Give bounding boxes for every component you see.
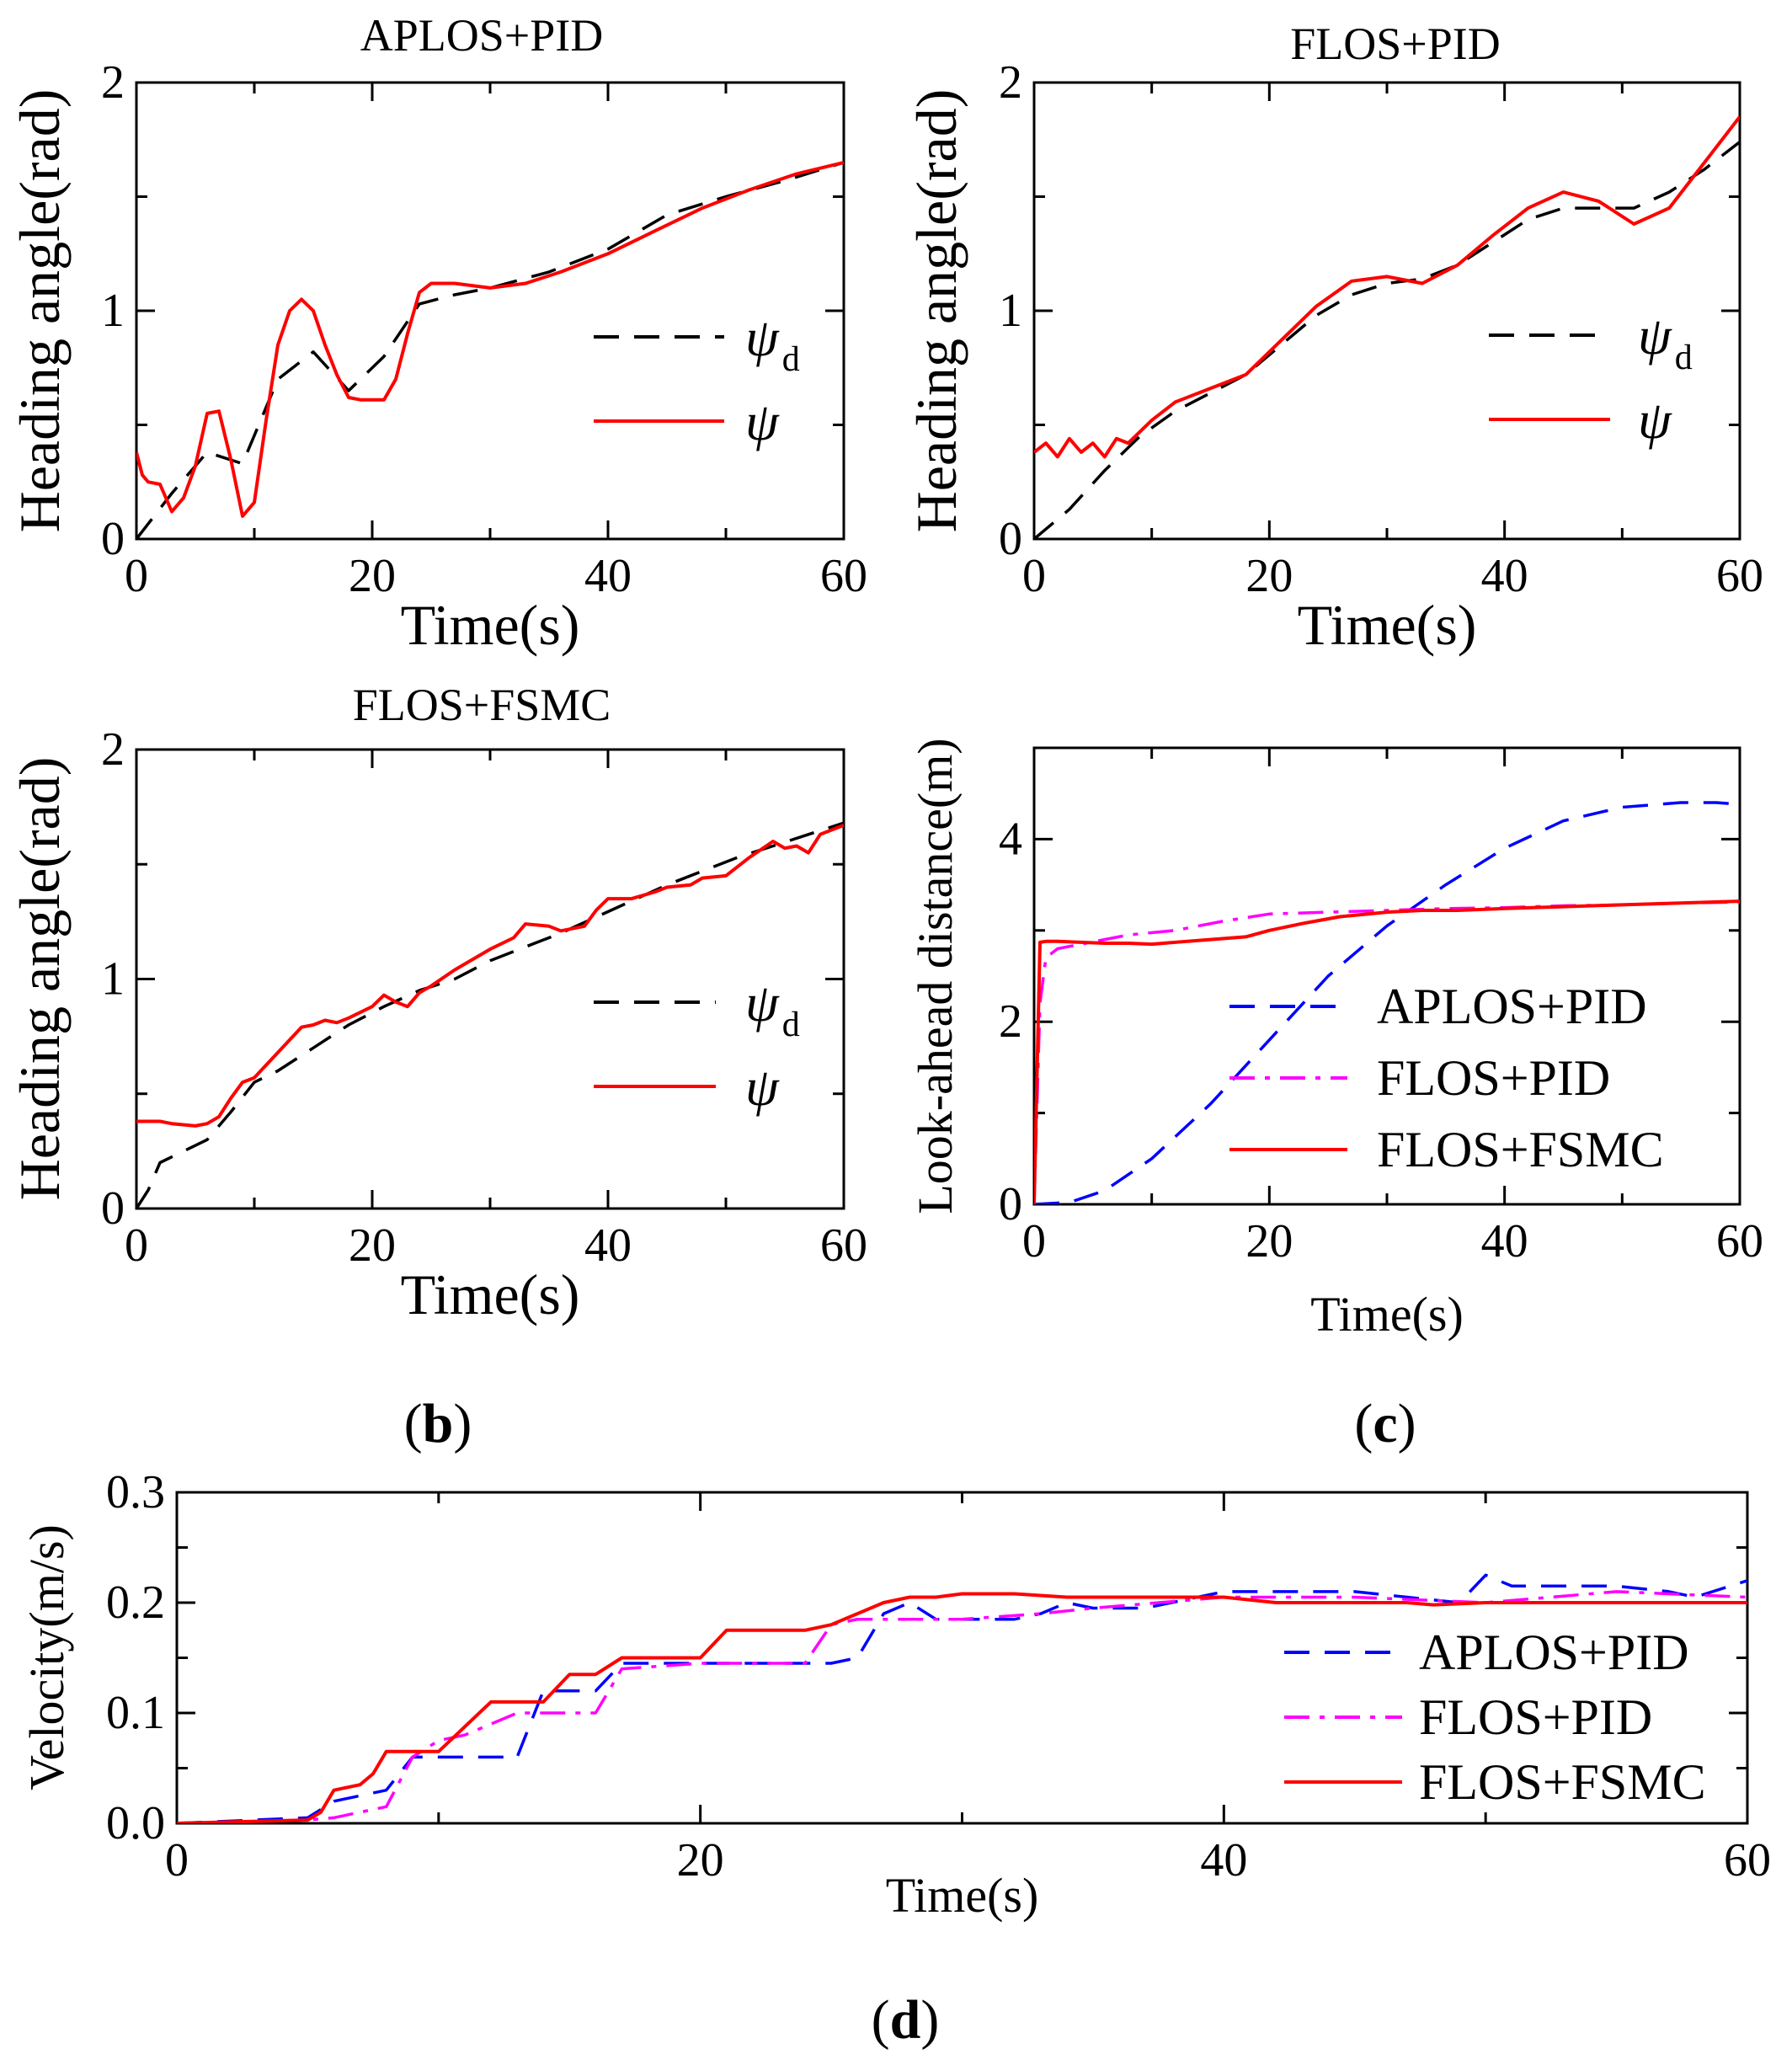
legend-label: ψ (1638, 390, 1672, 450)
series-line-flos-fsmc (1034, 899, 1740, 1204)
x-tick-label: 40 (1200, 1834, 1247, 1886)
chart-look-ahead-distance: 0 20 40 60 0 2 4 Time(s) Look-ahead distance(m) A… (908, 738, 1763, 1342)
y-tick-label: 1 (101, 953, 125, 1006)
y-tick-label: 0.3 (106, 1466, 165, 1518)
x-tick-label: 0 (125, 550, 148, 602)
x-axis-label: Time(s) (401, 1262, 580, 1326)
y-tick-label: 1 (101, 285, 125, 337)
sublabel-d-letter: d (890, 1989, 921, 2051)
legend-label: FLOS+FSMC (1377, 1122, 1664, 1177)
y-axis-label: Look-ahead distance(m) (908, 738, 963, 1214)
x-tick-label: 60 (820, 1219, 867, 1272)
x-tick-label: 20 (677, 1834, 724, 1886)
x-tick-label: 0 (1022, 550, 1046, 602)
x-tick-label: 0 (165, 1834, 189, 1886)
y-tick-label: 0 (999, 513, 1022, 565)
y-tick-label: 2 (999, 995, 1022, 1048)
legend-label: ψ (745, 392, 780, 451)
series-line-aplos-pid (1034, 801, 1740, 1204)
y-axis-label: Heading angle(rad) (8, 757, 72, 1201)
sublabel-b: (b) (404, 1393, 472, 1454)
legend-label: ψd (745, 973, 800, 1044)
x-tick-label: 40 (1481, 550, 1528, 602)
y-tick-label: 0 (101, 513, 125, 565)
x-axis-label: Time(s) (1310, 1287, 1464, 1342)
legend-label: FLOS+PID (1419, 1689, 1652, 1745)
y-tick-label: 2 (101, 723, 125, 776)
series-line-flos-fsmc (177, 1592, 1747, 1823)
y-axis-label: Heading angle(rad) (8, 89, 72, 533)
x-axis-label: Time(s) (886, 1868, 1039, 1923)
legend-label: APLOS+PID (1377, 979, 1647, 1034)
chart-aplos-pid-heading: 0 20 40 60 0 1 2 Time(s) Heading angle(rad) APLOS… (8, 10, 867, 657)
series-line-- (136, 824, 844, 1128)
y-tick-label: 4 (999, 813, 1022, 865)
x-axis-label: Time(s) (401, 593, 580, 657)
series-line--d (136, 161, 844, 539)
x-tick-label: 60 (1716, 550, 1763, 602)
legend-label: ψ (745, 1057, 780, 1117)
legend-label: ψd (1638, 306, 1693, 377)
x-tick-label: 40 (584, 1219, 632, 1272)
legend-label: FLOS+FSMC (1419, 1754, 1706, 1810)
series-line-- (136, 160, 844, 518)
y-tick-label: 0.2 (106, 1577, 165, 1629)
series-line-- (1034, 115, 1740, 459)
y-tick-label: 0.1 (106, 1687, 165, 1739)
y-tick-label: 2 (101, 56, 125, 109)
sublabel-c: (c) (1354, 1393, 1416, 1454)
chart-title: APLOS+PID (360, 10, 604, 61)
x-tick-label: 60 (820, 550, 867, 602)
x-axis-label: Time(s) (1298, 593, 1477, 657)
y-tick-label: 0 (999, 1178, 1022, 1230)
plot-frame (135, 81, 845, 541)
series-line--d (1034, 141, 1740, 539)
x-tick-label: 60 (1724, 1834, 1771, 1886)
x-tick-label: 0 (125, 1219, 148, 1272)
chart-title: FLOS+FSMC (353, 680, 611, 730)
x-tick-label: 20 (1245, 550, 1293, 602)
chart-flos-pid-heading: 0 20 40 60 0 1 2 Time(s) Heading angle(rad) FLOS+… (904, 19, 1763, 657)
x-tick-label: 20 (1245, 1215, 1293, 1267)
chart-title: FLOS+PID (1290, 19, 1501, 69)
series-line-aplos-pid (177, 1573, 1747, 1823)
x-tick-label: 40 (584, 550, 632, 602)
y-tick-label: 0 (101, 1182, 125, 1235)
y-tick-label: 1 (999, 285, 1022, 337)
chart-flos-fsmc-heading: 0 20 40 60 0 1 2 Time(s) Heading angle(rad) FLOS+… (8, 680, 867, 1326)
x-tick-label: 20 (349, 1219, 396, 1272)
series-line-flos-pid (1034, 900, 1740, 1204)
legend-label: FLOS+PID (1377, 1050, 1610, 1106)
y-axis-label: Heading angle(rad) (904, 89, 968, 533)
sublabel-c-letter: c (1373, 1393, 1397, 1454)
x-tick-label: 40 (1481, 1215, 1528, 1267)
sublabel-d: (d) (872, 1989, 940, 2051)
y-tick-label: 2 (999, 56, 1022, 109)
x-tick-label: 20 (349, 550, 396, 602)
plot-frame (1032, 81, 1741, 541)
y-axis-label: Velocity(m/s) (19, 1524, 74, 1790)
legend-label: ψd (745, 307, 800, 379)
chart-velocity: 0 20 40 60 0.0 0.1 0.2 0.3 Time(s) Velocity(m/s) A… (19, 1466, 1771, 1923)
series-line--d (136, 821, 844, 1209)
x-tick-label: 60 (1716, 1215, 1763, 1267)
plot-frame (135, 748, 845, 1210)
sublabel-b-letter: b (423, 1393, 454, 1454)
y-tick-label: 0.0 (106, 1797, 165, 1849)
legend-label: APLOS+PID (1419, 1625, 1689, 1680)
x-tick-label: 0 (1022, 1215, 1046, 1267)
